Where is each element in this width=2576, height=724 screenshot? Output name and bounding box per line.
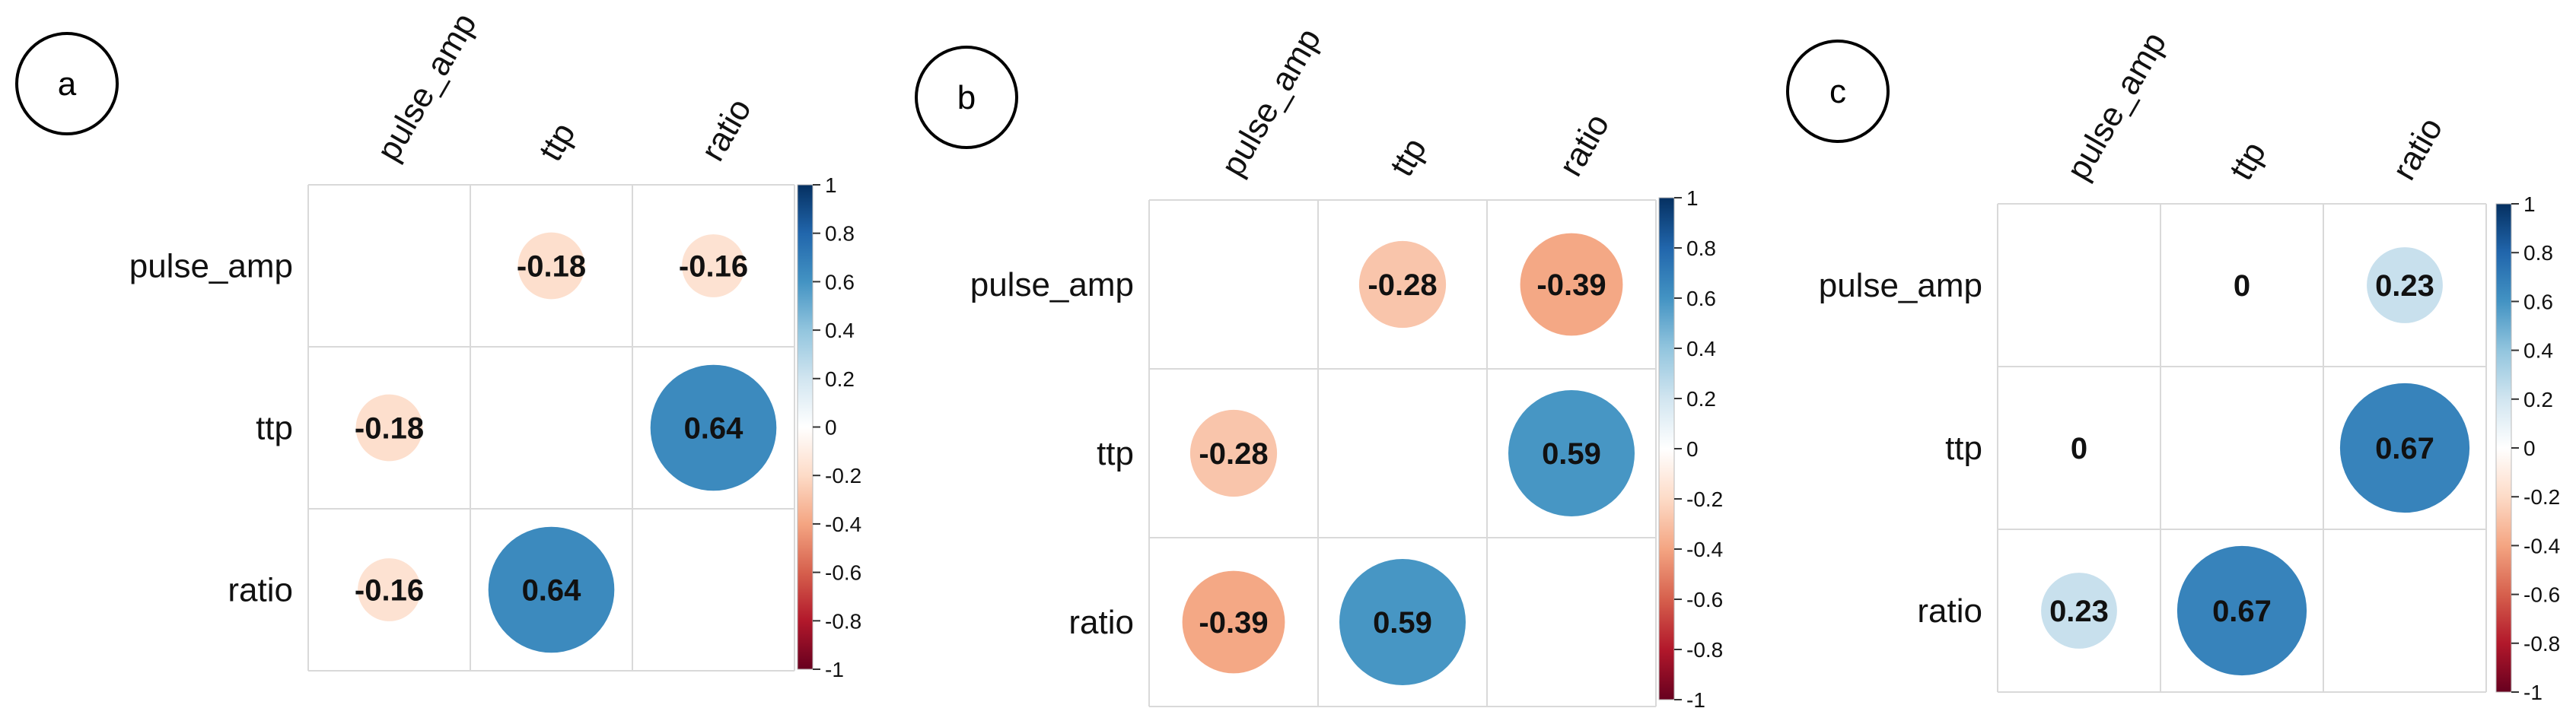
colorbar-tick-label: 1	[1686, 186, 1699, 210]
colorbar-tick-label: -0.4	[1686, 538, 1723, 561]
panel-label: a	[58, 65, 77, 103]
correlation-circle	[1508, 390, 1635, 516]
colorbar	[797, 184, 814, 670]
colorbar-tick-label: 0.4	[1686, 337, 1716, 360]
column-label: ratio	[1552, 107, 1616, 183]
row-label: ratio	[1917, 592, 1982, 630]
colorbar-tick-label: 1	[825, 173, 837, 197]
colorbar-tick-label: 0.8	[825, 222, 855, 246]
correlation-circle	[2339, 383, 2470, 513]
colorbar-tick-label: -0.2	[1686, 487, 1723, 511]
colorbar-tick-label: 0.2	[825, 367, 855, 391]
column-label: ratio	[2385, 111, 2450, 186]
correlation-circle	[2176, 545, 2307, 676]
correlation-value: -0.39	[1199, 606, 1268, 640]
colorbar-tick-label: -1	[2523, 681, 2543, 704]
colorbar-tick-label: -0.4	[825, 513, 861, 536]
correlation-value: 0.67	[2212, 595, 2272, 628]
row-label: pulse_amp	[1819, 267, 1982, 304]
correlation-circle	[682, 234, 745, 297]
colorbar-tick-label: 0.8	[1686, 237, 1716, 260]
correlation-circle	[1182, 570, 1285, 674]
row-label: ttp	[1097, 435, 1134, 472]
colorbar-tick-label: 1	[2523, 192, 2536, 216]
correlation-circle	[2367, 247, 2443, 323]
column-label: pulse_amp	[2059, 26, 2173, 186]
row-label: pulse_amp	[129, 248, 293, 285]
correlation-value: 0.59	[1542, 437, 1601, 471]
correlation-circle	[1520, 233, 1623, 336]
correlation-value: 0.67	[2375, 432, 2434, 465]
colorbar-tick-label: 0.6	[1686, 287, 1716, 310]
correlation-value: 0	[2234, 269, 2250, 303]
colorbar-tick-label: 0.2	[2523, 388, 2553, 411]
correlation-circle	[1339, 559, 1466, 685]
correlation-circle	[1189, 409, 1278, 497]
colorbar-tick-label: -1	[1686, 688, 1705, 712]
correlation-value: -0.28	[1368, 268, 1437, 302]
correlation-circle	[1358, 240, 1447, 329]
correlation-value: -0.18	[517, 250, 586, 284]
correlation-value: 0.64	[684, 412, 744, 446]
colorbar-tick-label: 0.6	[2523, 290, 2553, 313]
panel-label-circle	[1786, 40, 1890, 143]
correlation-value: 0	[2071, 432, 2087, 465]
panel-label: c	[1829, 73, 1846, 110]
correlation-value: 0.23	[2049, 595, 2109, 628]
panel-label-circle	[15, 32, 119, 135]
colorbar-tick-label: -0.8	[2523, 632, 2560, 656]
correlation-circle	[358, 558, 421, 621]
row-label: ttp	[1945, 430, 1982, 467]
colorbar-tick-label: -0.6	[2523, 583, 2560, 607]
colorbar-tick-label: -0.2	[2523, 485, 2560, 509]
correlation-value: 0.59	[1373, 606, 1432, 640]
correlation-circle	[650, 364, 777, 491]
correlation-value: -0.39	[1536, 268, 1606, 302]
correlation-value: 0.64	[522, 574, 582, 608]
column-label: ttp	[1383, 132, 1434, 183]
panel-label: b	[957, 79, 976, 116]
colorbar-tick-label: 0.4	[2523, 339, 2553, 363]
correlation-value: 0.23	[2375, 269, 2434, 303]
colorbar-tick-label: 0.2	[1686, 387, 1716, 411]
colorbar-tick-label: 0.4	[825, 319, 855, 342]
colorbar	[2495, 203, 2512, 693]
colorbar-tick-label: 0	[825, 416, 837, 440]
correlation-value: -0.16	[355, 574, 424, 608]
colorbar-tick-label: -0.8	[1686, 638, 1723, 662]
correlation-circle	[2041, 573, 2117, 649]
column-label: ratio	[694, 92, 759, 167]
colorbar-tick-label: -0.4	[2523, 534, 2560, 557]
colorbar-tick-label: 0	[1686, 437, 1699, 461]
column-label: pulse_amp	[1214, 22, 1328, 183]
colorbar-tick-label: -0.6	[825, 561, 861, 585]
correlation-value: -0.28	[1199, 437, 1268, 471]
correlation-value: -0.18	[355, 412, 424, 446]
correlation-circle	[355, 394, 423, 462]
column-label: ttp	[2222, 135, 2273, 186]
correlation-circle	[517, 232, 585, 300]
colorbar-tick-label: -0.8	[825, 609, 861, 633]
colorbar-tick-label: -1	[825, 658, 844, 681]
correlation-value: -0.16	[679, 250, 748, 284]
panel-label-circle	[915, 46, 1018, 149]
colorbar-tick-label: 0.6	[825, 270, 855, 294]
row-label: pulse_amp	[970, 266, 1134, 303]
colorbar	[1658, 197, 1675, 700]
column-label: ttp	[532, 116, 583, 167]
row-label: ratio	[1068, 604, 1134, 641]
row-label: ratio	[228, 572, 293, 609]
correlation-circle	[488, 526, 615, 653]
colorbar-tick-label: -0.6	[1686, 588, 1723, 611]
colorbar-tick-label: 0	[2523, 437, 2536, 460]
column-label: pulse_amp	[370, 7, 484, 167]
colorbar-tick-label: 0.8	[2523, 241, 2553, 265]
colorbar-tick-label: -0.2	[825, 464, 861, 487]
row-label: ttp	[256, 410, 293, 447]
